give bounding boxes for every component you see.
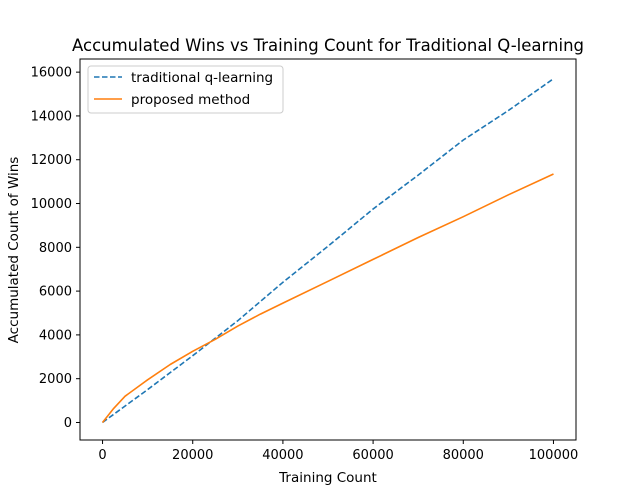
y-tick-label: 0 [64, 416, 72, 431]
y-tick-label: 4000 [39, 328, 72, 343]
y-tick-label: 10000 [31, 197, 72, 212]
x-tick-label: 40000 [262, 448, 303, 463]
y-tick-label: 8000 [39, 241, 72, 256]
x-tick-label: 20000 [172, 448, 213, 463]
x-axis: 0 20000 40000 60000 80000 100000 [98, 440, 578, 463]
y-tick-label: 12000 [31, 153, 72, 168]
y-axis: 0 2000 4000 6000 8000 10000 12000 14000 16000 [31, 66, 80, 431]
chart-title: Accumulated Wins vs Training Count for T… [72, 36, 584, 55]
x-tick-label: 60000 [352, 448, 393, 463]
y-tick-label: 16000 [31, 66, 72, 81]
x-tick-label: 100000 [529, 448, 579, 463]
x-axis-label: Training Count [278, 470, 377, 486]
y-axis-label: Accumulated Count of Wins [6, 157, 22, 344]
legend: traditional q-learning proposed method [87, 65, 284, 114]
legend-label: traditional q-learning [131, 70, 273, 86]
series-layer [101, 78, 554, 424]
series-line-proposed-method [101, 173, 554, 423]
legend-label: proposed method [131, 92, 250, 108]
series-line-traditional-q-learning [102, 78, 554, 424]
y-tick-label: 6000 [39, 285, 72, 300]
y-tick-label: 14000 [31, 109, 72, 124]
y-tick-label: 2000 [39, 372, 72, 387]
legend-box [87, 65, 284, 114]
plot-frame [79, 58, 577, 441]
x-tick-label: 0 [98, 448, 106, 463]
x-tick-label: 80000 [443, 448, 484, 463]
